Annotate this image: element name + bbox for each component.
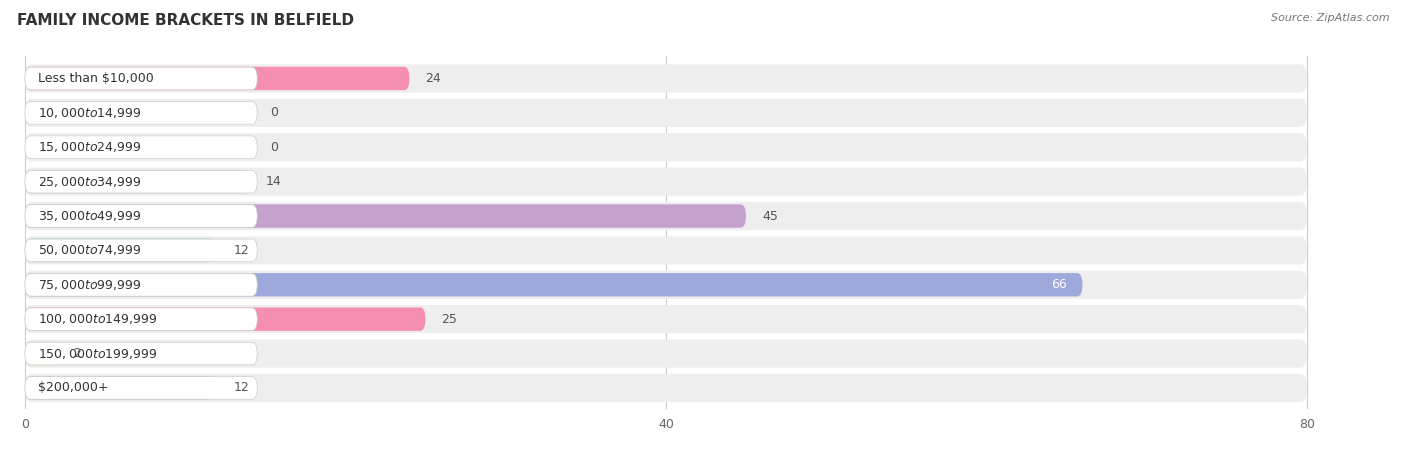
FancyBboxPatch shape	[25, 67, 409, 90]
FancyBboxPatch shape	[25, 67, 257, 90]
Text: 24: 24	[426, 72, 441, 85]
Text: 12: 12	[233, 244, 249, 257]
Text: 14: 14	[266, 175, 281, 188]
FancyBboxPatch shape	[25, 342, 56, 365]
FancyBboxPatch shape	[25, 170, 249, 194]
FancyBboxPatch shape	[25, 273, 257, 296]
FancyBboxPatch shape	[25, 170, 257, 193]
FancyBboxPatch shape	[25, 236, 1306, 264]
Text: $10,000 to $14,999: $10,000 to $14,999	[38, 106, 141, 120]
Text: 2: 2	[73, 347, 80, 360]
Text: 25: 25	[441, 313, 457, 326]
FancyBboxPatch shape	[25, 376, 217, 400]
Text: 12: 12	[233, 382, 249, 395]
Text: FAMILY INCOME BRACKETS IN BELFIELD: FAMILY INCOME BRACKETS IN BELFIELD	[17, 13, 354, 28]
Text: 66: 66	[1050, 278, 1066, 291]
FancyBboxPatch shape	[25, 133, 1306, 161]
FancyBboxPatch shape	[25, 377, 257, 399]
Text: $100,000 to $149,999: $100,000 to $149,999	[38, 312, 157, 326]
FancyBboxPatch shape	[25, 136, 257, 158]
FancyBboxPatch shape	[25, 342, 257, 365]
FancyBboxPatch shape	[25, 202, 1306, 230]
Text: $50,000 to $74,999: $50,000 to $74,999	[38, 243, 141, 257]
Text: Less than $10,000: Less than $10,000	[38, 72, 153, 85]
FancyBboxPatch shape	[25, 101, 257, 124]
Text: $15,000 to $24,999: $15,000 to $24,999	[38, 140, 141, 154]
Text: Source: ZipAtlas.com: Source: ZipAtlas.com	[1271, 13, 1389, 23]
Text: $200,000+: $200,000+	[38, 382, 108, 395]
FancyBboxPatch shape	[25, 167, 1306, 196]
FancyBboxPatch shape	[25, 308, 426, 331]
FancyBboxPatch shape	[25, 239, 257, 262]
FancyBboxPatch shape	[25, 99, 1306, 127]
FancyBboxPatch shape	[25, 205, 257, 227]
Text: $150,000 to $199,999: $150,000 to $199,999	[38, 347, 157, 361]
FancyBboxPatch shape	[25, 305, 1306, 333]
FancyBboxPatch shape	[25, 271, 1306, 299]
Text: $35,000 to $49,999: $35,000 to $49,999	[38, 209, 141, 223]
FancyBboxPatch shape	[25, 64, 1306, 92]
Text: $25,000 to $34,999: $25,000 to $34,999	[38, 175, 141, 189]
FancyBboxPatch shape	[25, 308, 257, 330]
Text: 0: 0	[270, 141, 278, 154]
Text: 45: 45	[762, 210, 778, 223]
FancyBboxPatch shape	[25, 239, 217, 262]
Text: $75,000 to $99,999: $75,000 to $99,999	[38, 278, 141, 292]
FancyBboxPatch shape	[25, 339, 1306, 368]
FancyBboxPatch shape	[25, 204, 747, 228]
FancyBboxPatch shape	[25, 273, 1083, 296]
Text: 0: 0	[270, 106, 278, 119]
FancyBboxPatch shape	[25, 374, 1306, 402]
